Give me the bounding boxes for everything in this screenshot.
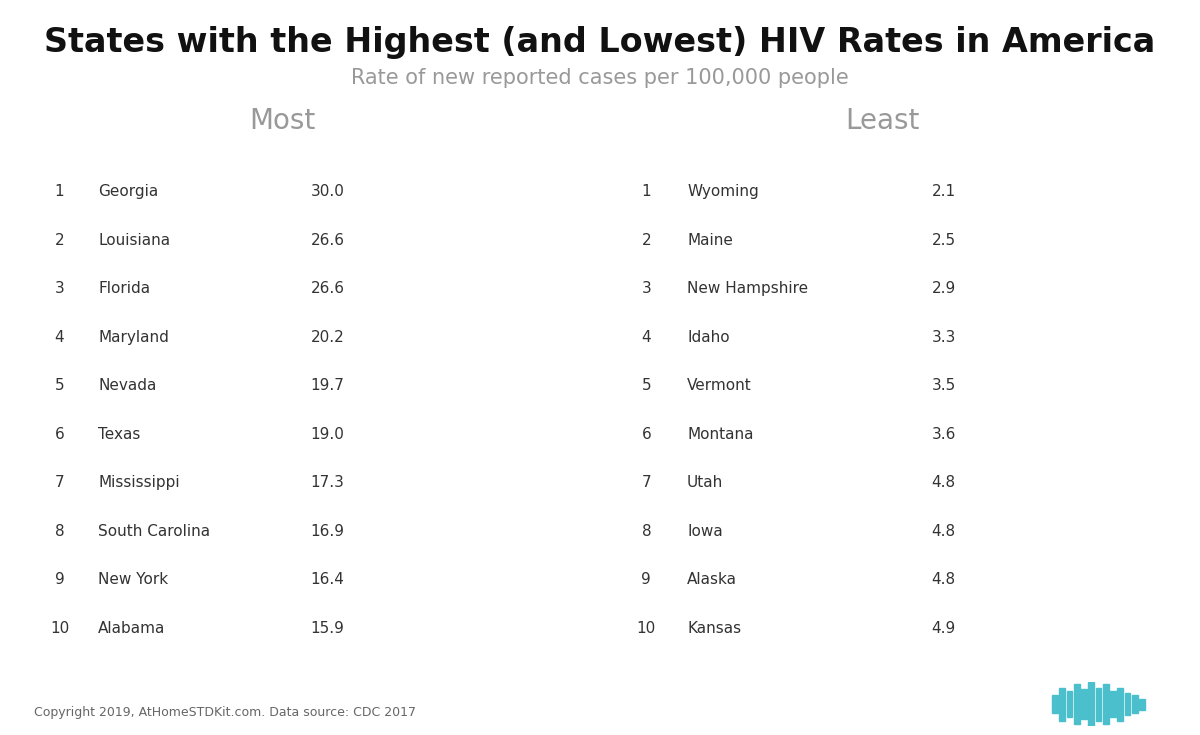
- Text: Rank: Rank: [625, 143, 668, 157]
- Text: Alaska: Alaska: [688, 573, 737, 587]
- Text: 26.6: 26.6: [311, 233, 344, 248]
- Text: 9: 9: [55, 573, 65, 587]
- Text: HIV Rate: HIV Rate: [269, 143, 344, 157]
- Text: Louisiana: Louisiana: [98, 233, 170, 248]
- Text: 10: 10: [50, 621, 70, 636]
- Bar: [1060, 688, 1066, 720]
- Bar: [1096, 688, 1102, 720]
- Text: 2.5: 2.5: [931, 233, 956, 248]
- Text: State: State: [737, 143, 784, 157]
- Text: 4: 4: [642, 330, 652, 345]
- Text: 3.3: 3.3: [931, 330, 956, 345]
- Text: 6: 6: [55, 427, 65, 442]
- Text: Wyoming: Wyoming: [688, 184, 758, 199]
- Text: Florida: Florida: [98, 282, 150, 296]
- Text: 3.5: 3.5: [931, 379, 956, 393]
- Text: States with the Highest (and Lowest) HIV Rates in America: States with the Highest (and Lowest) HIV…: [44, 26, 1156, 59]
- Text: State: State: [142, 143, 188, 157]
- Text: 15.9: 15.9: [311, 621, 344, 636]
- Text: 20.2: 20.2: [311, 330, 344, 345]
- Text: 1: 1: [55, 184, 65, 199]
- Bar: [1132, 695, 1138, 713]
- Text: Utah: Utah: [688, 476, 724, 490]
- Text: 10: 10: [637, 621, 656, 636]
- Text: 7: 7: [55, 476, 65, 490]
- Text: Nevada: Nevada: [98, 379, 157, 393]
- Text: 4.8: 4.8: [931, 476, 956, 490]
- Text: 17.3: 17.3: [311, 476, 344, 490]
- Text: 1: 1: [642, 184, 652, 199]
- Text: New York: New York: [98, 573, 168, 587]
- Text: Idaho: Idaho: [688, 330, 730, 345]
- Bar: [1139, 698, 1145, 710]
- Text: Maine: Maine: [688, 233, 733, 248]
- Text: 4: 4: [55, 330, 65, 345]
- Bar: [1117, 688, 1123, 720]
- Bar: [1088, 682, 1094, 726]
- Bar: [1052, 695, 1057, 713]
- Text: South Carolina: South Carolina: [98, 524, 210, 539]
- Text: 3.6: 3.6: [931, 427, 956, 442]
- Text: New Hampshire: New Hampshire: [688, 282, 809, 296]
- Text: Georgia: Georgia: [98, 184, 158, 199]
- Text: 4.8: 4.8: [931, 573, 956, 587]
- Text: Rate of new reported cases per 100,000 people: Rate of new reported cases per 100,000 p…: [352, 68, 848, 87]
- Text: 6: 6: [642, 427, 652, 442]
- Text: 2.1: 2.1: [931, 184, 956, 199]
- Bar: [1103, 684, 1109, 725]
- Text: 4.9: 4.9: [931, 621, 956, 636]
- Text: 2.9: 2.9: [931, 282, 956, 296]
- Text: Maryland: Maryland: [98, 330, 169, 345]
- Text: 19.7: 19.7: [311, 379, 344, 393]
- Text: Kansas: Kansas: [688, 621, 742, 636]
- Text: Montana: Montana: [688, 427, 754, 442]
- Text: Rank: Rank: [38, 143, 82, 157]
- Text: 8: 8: [55, 524, 65, 539]
- Text: 16.9: 16.9: [311, 524, 344, 539]
- Bar: [1074, 684, 1080, 725]
- Text: 2: 2: [55, 233, 65, 248]
- Text: 3: 3: [55, 282, 65, 296]
- Text: 4.8: 4.8: [931, 524, 956, 539]
- Text: Alabama: Alabama: [98, 621, 166, 636]
- Bar: [1081, 689, 1087, 719]
- Text: 5: 5: [642, 379, 652, 393]
- Text: 5: 5: [55, 379, 65, 393]
- Text: 26.6: 26.6: [311, 282, 344, 296]
- Text: Mississippi: Mississippi: [98, 476, 180, 490]
- Text: 2: 2: [642, 233, 652, 248]
- Text: Texas: Texas: [98, 427, 140, 442]
- Text: Most: Most: [248, 107, 316, 135]
- Text: HIV Rate: HIV Rate: [881, 143, 956, 157]
- Bar: [1110, 691, 1116, 717]
- Bar: [1124, 693, 1130, 715]
- Bar: [1067, 691, 1073, 717]
- Text: 8: 8: [642, 524, 652, 539]
- Text: 7: 7: [642, 476, 652, 490]
- Text: 16.4: 16.4: [311, 573, 344, 587]
- Text: Iowa: Iowa: [688, 524, 722, 539]
- Text: 3: 3: [642, 282, 652, 296]
- Text: 19.0: 19.0: [311, 427, 344, 442]
- Text: Copyright 2019, AtHomeSTDKit.com. Data source: CDC 2017: Copyright 2019, AtHomeSTDKit.com. Data s…: [34, 706, 415, 719]
- Text: 9: 9: [642, 573, 652, 587]
- Text: Vermont: Vermont: [688, 379, 752, 393]
- Text: 30.0: 30.0: [311, 184, 344, 199]
- Text: Least: Least: [845, 107, 919, 135]
